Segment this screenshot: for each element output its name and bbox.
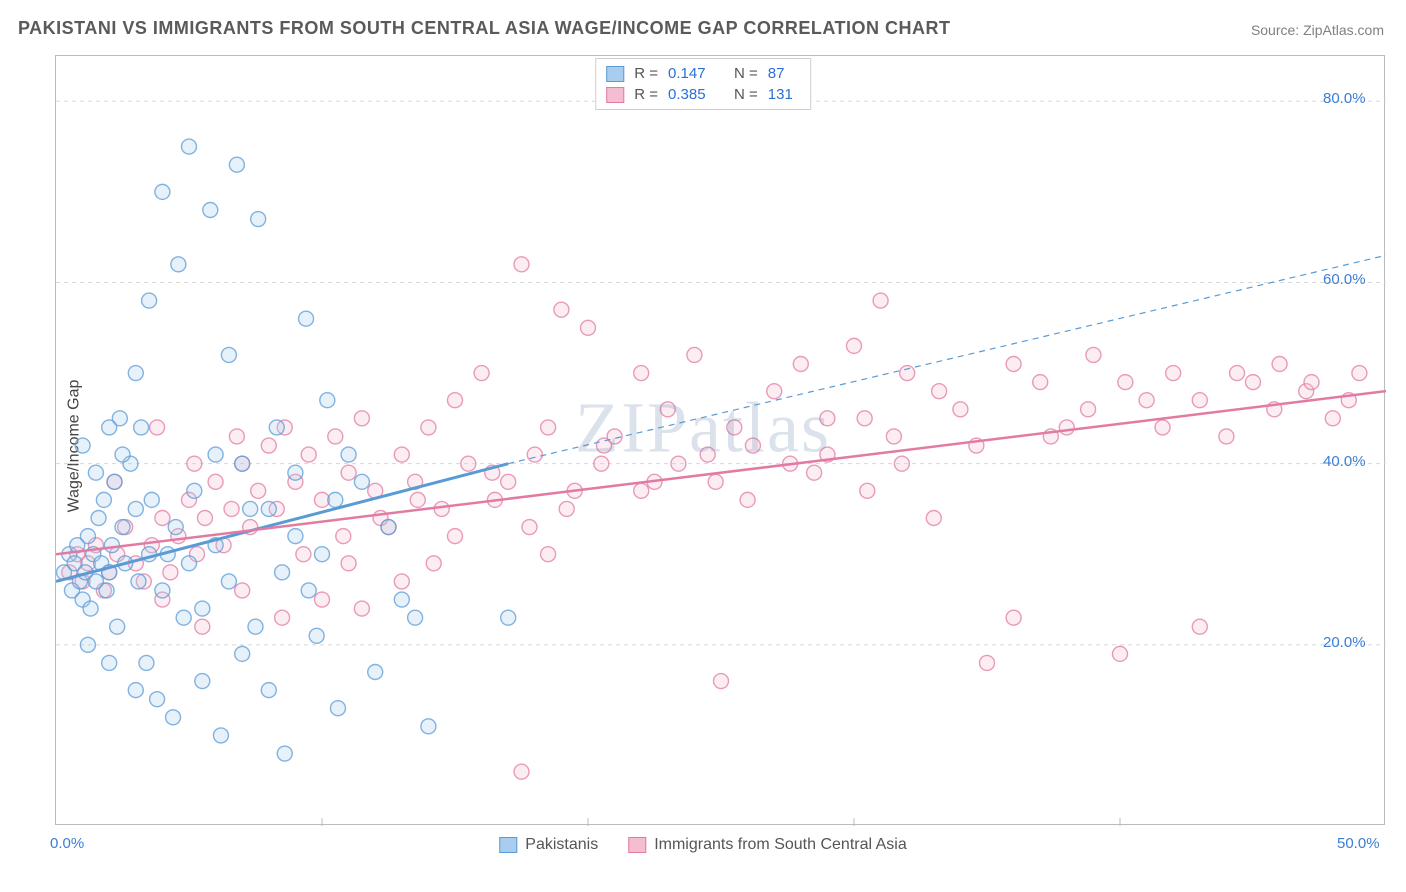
swatch-immigrants <box>628 837 646 853</box>
legend-row-pakistanis: R = 0.147 N = 87 <box>606 63 800 84</box>
y-tick-label: 40.0% <box>1323 453 1366 470</box>
swatch-pakistanis <box>499 837 517 853</box>
series-legend: Pakistanis Immigrants from South Central… <box>499 836 906 854</box>
x-tick-label: 50.0% <box>1337 835 1380 852</box>
y-tick-label: 20.0% <box>1323 634 1366 651</box>
y-tick-label: 80.0% <box>1323 90 1366 107</box>
y-tick-label: 60.0% <box>1323 271 1366 288</box>
chart-svg <box>56 56 1386 826</box>
n-label: N = <box>734 86 758 103</box>
swatch-pakistanis <box>606 66 624 82</box>
r-label: R = <box>634 65 658 82</box>
plot-area <box>55 55 1385 825</box>
r-value-immigrants: 0.385 <box>668 86 716 103</box>
r-value-pakistanis: 0.147 <box>668 65 716 82</box>
x-tick-label: 0.0% <box>50 835 84 852</box>
n-value-immigrants: 131 <box>768 86 800 103</box>
source-label: Source: ZipAtlas.com <box>1251 22 1384 38</box>
swatch-immigrants <box>606 87 624 103</box>
legend-item-immigrants: Immigrants from South Central Asia <box>628 836 907 854</box>
legend-row-immigrants: R = 0.385 N = 131 <box>606 84 800 105</box>
chart-container: PAKISTANI VS IMMIGRANTS FROM SOUTH CENTR… <box>0 0 1406 892</box>
series-label-immigrants: Immigrants from South Central Asia <box>654 836 907 854</box>
chart-title: PAKISTANI VS IMMIGRANTS FROM SOUTH CENTR… <box>18 18 951 39</box>
n-label: N = <box>734 65 758 82</box>
series-label-pakistanis: Pakistanis <box>525 836 598 854</box>
correlation-legend: R = 0.147 N = 87 R = 0.385 N = 131 <box>595 58 811 110</box>
legend-item-pakistanis: Pakistanis <box>499 836 598 854</box>
n-value-pakistanis: 87 <box>768 65 800 82</box>
r-label: R = <box>634 86 658 103</box>
